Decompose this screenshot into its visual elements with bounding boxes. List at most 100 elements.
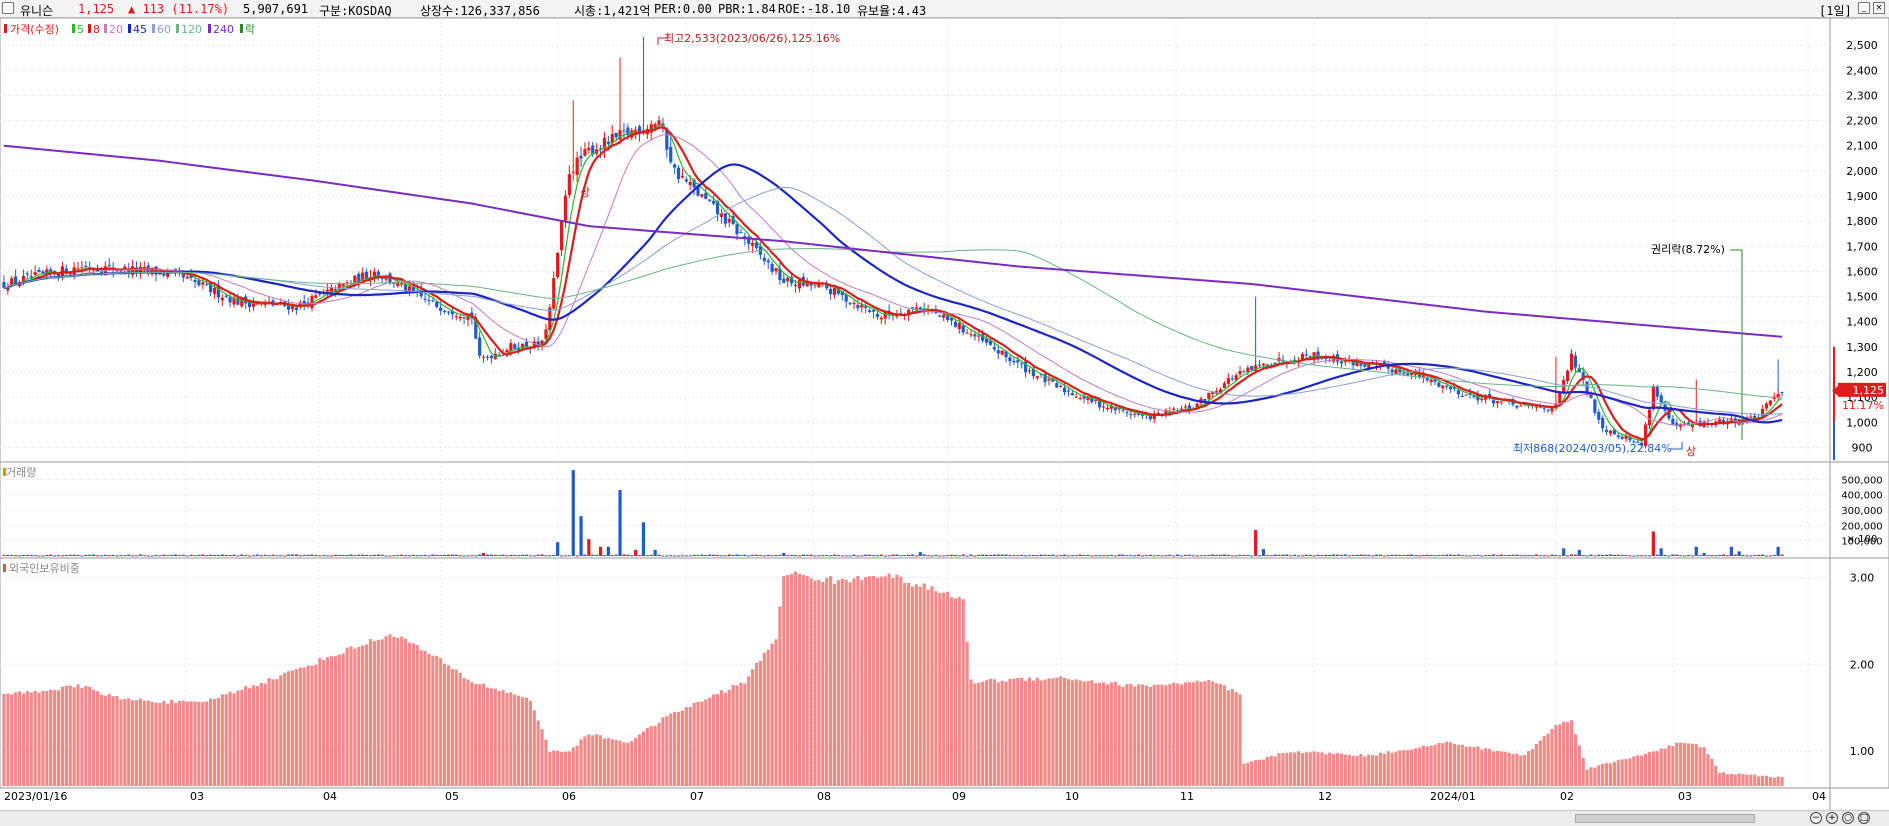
foreign-bar bbox=[1593, 767, 1597, 786]
volume-bar bbox=[1472, 555, 1476, 557]
close-icon[interactable]: × bbox=[1873, 2, 1885, 14]
volume-bar bbox=[80, 555, 84, 557]
foreign-bar bbox=[1663, 748, 1667, 786]
legend-ex-swatch bbox=[240, 24, 243, 33]
volume-bar bbox=[154, 554, 158, 556]
foreign-bar bbox=[766, 649, 770, 786]
candle-body bbox=[844, 294, 848, 302]
volume-bar bbox=[170, 554, 174, 556]
volume-bar bbox=[325, 555, 330, 557]
zoom-fit-icon[interactable]: □ bbox=[1858, 812, 1870, 824]
volume-bar bbox=[1741, 555, 1745, 557]
candle-body bbox=[571, 171, 575, 173]
volume-bar bbox=[442, 554, 447, 556]
volume-bar bbox=[1101, 555, 1106, 557]
candle-body bbox=[310, 295, 314, 309]
foreign-bar bbox=[1495, 750, 1499, 786]
volume-bar bbox=[743, 554, 747, 556]
volume-tick-label: 400,000 bbox=[1841, 491, 1882, 502]
foreign-bar bbox=[606, 738, 610, 786]
volume-bar bbox=[930, 555, 934, 557]
foreign-bar bbox=[33, 690, 37, 786]
candle-body bbox=[232, 297, 236, 305]
candle-body bbox=[1172, 408, 1176, 410]
foreign-bar bbox=[1753, 774, 1757, 786]
candle-body bbox=[329, 287, 334, 292]
foreign-bar bbox=[1203, 681, 1207, 786]
foreign-bar bbox=[918, 586, 922, 786]
candle-body bbox=[1429, 379, 1433, 383]
checkbox[interactable] bbox=[2, 2, 14, 14]
candle-body bbox=[345, 282, 349, 284]
volume-bar bbox=[836, 555, 841, 557]
candle-body bbox=[6, 287, 10, 291]
foreign-bar bbox=[1129, 683, 1133, 786]
volume-bar bbox=[754, 554, 759, 556]
volume-bar bbox=[669, 555, 673, 557]
foreign-bar bbox=[150, 701, 154, 786]
candle-body bbox=[1569, 353, 1574, 371]
candle-body bbox=[809, 283, 813, 286]
foreign-bar bbox=[76, 684, 80, 786]
volume-bar bbox=[1140, 555, 1145, 557]
foreign-bar bbox=[1503, 751, 1507, 786]
foreign-bar bbox=[45, 690, 49, 786]
foreign-bar bbox=[1398, 750, 1402, 786]
minimize-icon[interactable]: _ bbox=[1858, 2, 1870, 14]
volume-bar bbox=[852, 554, 856, 556]
volume-bar bbox=[832, 554, 837, 556]
volume-bar bbox=[587, 539, 591, 556]
zoom-in-icon[interactable]: + bbox=[1826, 812, 1838, 824]
foreign-bar bbox=[372, 641, 376, 786]
volume-bar bbox=[1133, 555, 1137, 557]
scrollbar[interactable]: − + ○ □ bbox=[0, 810, 1889, 826]
candle-body bbox=[973, 334, 977, 337]
foreign-bar bbox=[676, 711, 681, 786]
volume-bar bbox=[1363, 554, 1367, 556]
foreign-bar bbox=[1682, 743, 1687, 786]
foreign-bar bbox=[1300, 753, 1305, 786]
period-button[interactable]: [1일] bbox=[1819, 4, 1852, 18]
candle-body bbox=[1343, 361, 1347, 363]
volume-bar bbox=[1043, 554, 1047, 556]
foreign-bar bbox=[1090, 680, 1094, 786]
volume-bar bbox=[216, 555, 221, 557]
zoom-reset-icon[interactable]: ○ bbox=[1842, 812, 1854, 824]
candle-body bbox=[1534, 406, 1538, 408]
candle-body bbox=[1105, 407, 1110, 409]
candle-body bbox=[696, 185, 700, 196]
candle-body bbox=[735, 224, 739, 235]
zoom-out-icon[interactable]: − bbox=[1810, 812, 1822, 824]
volume-bar bbox=[1507, 554, 1511, 556]
volume-bar bbox=[259, 555, 263, 557]
candle-body bbox=[1207, 392, 1211, 399]
foreign-bar bbox=[462, 678, 466, 786]
price-tick-label: 2,300 bbox=[1846, 89, 1878, 102]
legend-ma-label: 60 bbox=[157, 23, 171, 36]
foreign-bar bbox=[665, 716, 669, 786]
volume-bar bbox=[131, 555, 135, 557]
candle-body bbox=[1211, 392, 1215, 395]
volume-bar bbox=[431, 554, 435, 556]
foreign-bar bbox=[610, 739, 614, 786]
volume-bar bbox=[1398, 554, 1402, 556]
foreign-bar bbox=[1242, 763, 1246, 786]
foreign-bar bbox=[871, 575, 876, 786]
candle-body bbox=[1394, 369, 1398, 375]
foreign-bar bbox=[914, 584, 918, 786]
volume-bar bbox=[1156, 555, 1160, 557]
candle-body bbox=[1031, 368, 1035, 377]
foreign-bar bbox=[977, 682, 981, 786]
candle-body bbox=[1651, 386, 1655, 410]
foreign-bar bbox=[852, 578, 856, 786]
volume-bar bbox=[1667, 555, 1671, 557]
foreign-bar bbox=[832, 583, 837, 786]
volume-bar bbox=[918, 552, 922, 556]
candle-body bbox=[1464, 394, 1468, 396]
legend-ma-swatch bbox=[88, 24, 91, 33]
foreign-bar bbox=[1296, 751, 1301, 786]
foreign-bar bbox=[680, 710, 685, 786]
scroll-thumb[interactable] bbox=[1575, 814, 1755, 823]
candle-body bbox=[466, 315, 470, 321]
volume-bar bbox=[1343, 554, 1347, 556]
